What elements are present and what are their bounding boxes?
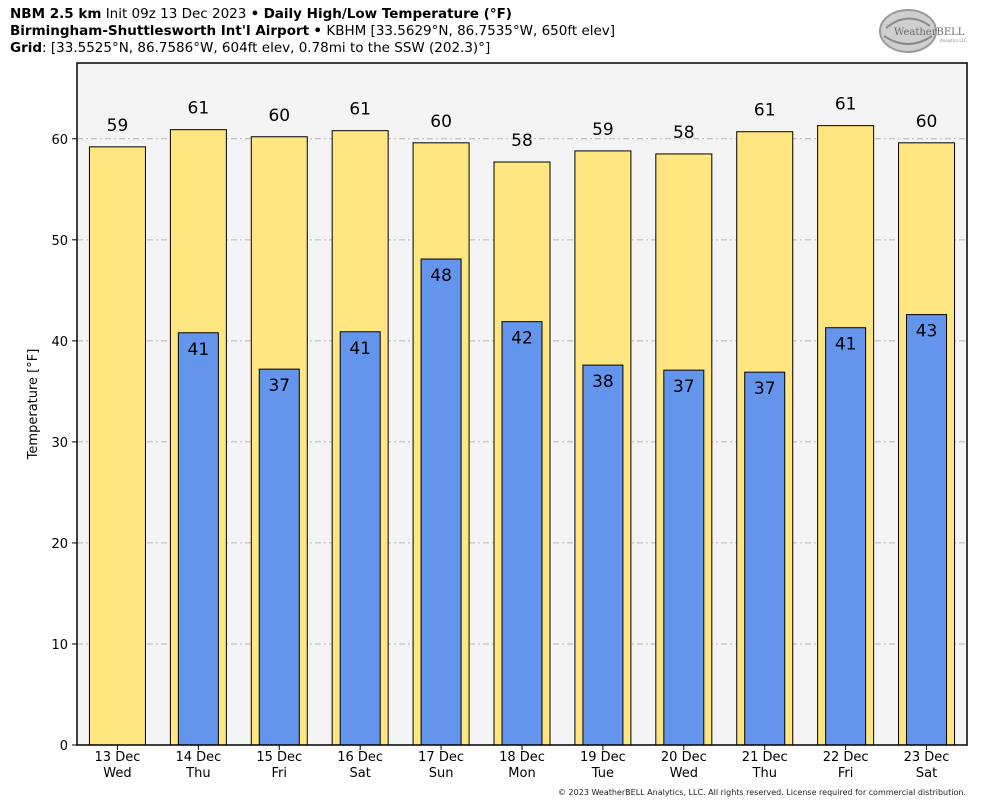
y-tick-label: 30 <box>51 436 68 451</box>
x-tick-date: 20 Dec <box>661 750 707 765</box>
x-tick-date: 21 Dec <box>742 750 788 765</box>
y-axis-label: Temperature [°F] <box>26 349 41 461</box>
y-tick-label: 10 <box>51 638 68 653</box>
low-bar <box>501 321 543 746</box>
x-tick-date: 22 Dec <box>823 750 869 765</box>
copyright-footer: © 2023 WeatherBELL Analytics, LLC. All r… <box>558 788 966 797</box>
low-value-label: 37 <box>673 377 695 397</box>
x-tick-weekday: Sun <box>429 766 454 781</box>
low-value-label: 41 <box>835 335 857 355</box>
low-value-label: 48 <box>430 266 452 286</box>
low-value-label: 41 <box>188 340 210 360</box>
high-value-label: 58 <box>511 131 533 151</box>
high-value-label: 58 <box>673 123 695 143</box>
x-tick-weekday: Fri <box>272 766 288 781</box>
low-bar <box>744 371 786 746</box>
low-bar <box>339 331 381 746</box>
x-tick-weekday: Thu <box>185 766 210 781</box>
x-tick-weekday: Wed <box>670 766 698 781</box>
y-tick-label: 0 <box>60 739 68 754</box>
low-value-label: 37 <box>268 376 290 396</box>
x-tick-date: 23 Dec <box>904 750 950 765</box>
low-value-label: 37 <box>754 379 776 399</box>
high-value-label: 61 <box>754 101 776 121</box>
x-tick-weekday: Thu <box>752 766 777 781</box>
high-value-label: 60 <box>430 112 452 132</box>
x-tick-weekday: Wed <box>103 766 131 781</box>
x-tick-weekday: Tue <box>591 766 614 781</box>
bullet-2: • <box>313 23 323 39</box>
high-value-label: 61 <box>835 95 857 115</box>
weatherbell-logo: WeatherBELL Analytics LLC <box>879 9 967 53</box>
low-bar <box>258 368 300 746</box>
low-bar <box>906 314 948 746</box>
high-value-label: 60 <box>916 112 938 132</box>
bullet-1: • <box>250 6 260 22</box>
station-name: Birmingham-Shuttlesworth Int'l Airport <box>10 23 310 39</box>
product-title: Daily High/Low Temperature (°F) <box>263 6 512 22</box>
x-tick-date: 13 Dec <box>95 750 141 765</box>
model-name: NBM 2.5 km <box>10 6 102 22</box>
low-bar <box>420 258 462 746</box>
high-bar <box>88 146 146 746</box>
init-time: Init 09z 13 Dec 2023 <box>105 6 247 22</box>
x-tick-date: 18 Dec <box>499 750 545 765</box>
y-tick-label: 60 <box>51 133 68 148</box>
low-bar <box>177 332 219 746</box>
grid-label: Grid <box>10 40 43 56</box>
x-tick-weekday: Sat <box>350 766 371 781</box>
y-tick-label: 50 <box>51 234 68 249</box>
header-line-2: Birmingham-Shuttlesworth Int'l Airport •… <box>10 23 615 40</box>
high-value-label: 61 <box>349 100 371 120</box>
station-info: KBHM [33.5629°N, 86.7535°W, 650ft elev] <box>326 23 616 39</box>
header-line-3: Grid: [33.5525°N, 86.7586°W, 604ft elev,… <box>10 40 490 57</box>
x-tick-date: 16 Dec <box>337 750 383 765</box>
low-bar <box>663 369 705 746</box>
high-value-label: 59 <box>592 120 614 140</box>
x-tick-date: 14 Dec <box>175 750 221 765</box>
low-bar <box>825 327 867 746</box>
x-tick-date: 15 Dec <box>256 750 302 765</box>
low-bar <box>582 364 624 746</box>
logo-text: WeatherBELL <box>894 27 965 38</box>
high-value-label: 59 <box>107 116 129 136</box>
logo-subtext: Analytics LLC <box>940 38 967 43</box>
x-tick-date: 17 Dec <box>418 750 464 765</box>
x-tick-weekday: Sat <box>916 766 937 781</box>
x-tick-weekday: Fri <box>838 766 854 781</box>
low-value-label: 42 <box>511 329 533 349</box>
y-tick-label: 20 <box>51 537 68 552</box>
low-value-label: 43 <box>916 322 938 342</box>
high-value-label: 60 <box>268 106 290 126</box>
x-tick-weekday: Mon <box>508 766 535 781</box>
grid-info: : [33.5525°N, 86.7586°W, 604ft elev, 0.7… <box>42 40 491 56</box>
header-line-1: NBM 2.5 km Init 09z 13 Dec 2023 • Daily … <box>10 6 512 23</box>
low-value-label: 38 <box>592 372 614 392</box>
y-tick-label: 40 <box>51 335 68 350</box>
x-tick-date: 19 Dec <box>580 750 626 765</box>
low-value-label: 41 <box>349 339 371 359</box>
high-value-label: 61 <box>188 99 210 119</box>
